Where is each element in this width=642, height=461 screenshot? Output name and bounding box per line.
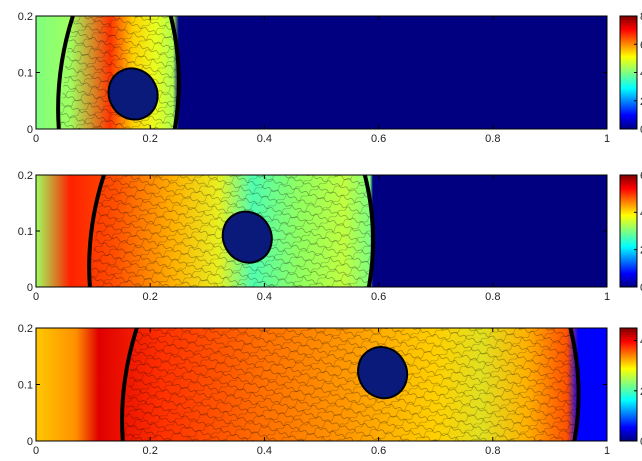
y-tick-label: 0 (27, 282, 33, 294)
shock-front (362, 175, 376, 287)
x-tick-label: 0 (33, 133, 39, 145)
x-tick-label: 0.6 (371, 133, 386, 145)
shock-front (568, 328, 581, 441)
panel-1: 0 0.2 0.4 0.6 0.8 1 0 0.1 0.2 0 2 4 6 8 (18, 11, 642, 145)
colorbar-tick-label: 8 (640, 11, 642, 23)
colorbar-tick-label: 4 (640, 68, 642, 80)
y-tick-label: 0.2 (18, 11, 33, 23)
colorbar-tick-label: 2 (640, 245, 642, 257)
x-tick-label: 0.4 (257, 445, 272, 457)
reflected-shock (56, 16, 75, 129)
colorbar-tick-label: 4 (640, 336, 642, 348)
panel-3: 0 0.2 0.4 0.6 0.8 1 0 0.1 0.2 0 2 4 (18, 323, 642, 457)
x-tick-label: 0.6 (371, 445, 386, 457)
x-tick-label: 0.2 (143, 133, 158, 145)
colorbar-tick-label: 0 (640, 282, 642, 294)
y-tick-label: 0.1 (18, 68, 33, 80)
x-tick-label: 0 (33, 291, 39, 303)
x-tick-label: 0.2 (143, 291, 158, 303)
x-tick-label: 0.8 (485, 133, 500, 145)
plot-area (36, 16, 607, 129)
colorbar: 0 2 4 (619, 327, 642, 448)
colorbar-tick-label: 4 (640, 207, 642, 219)
x-tick-label: 0.6 (371, 291, 386, 303)
y-tick-label: 0.1 (18, 226, 33, 238)
y-tick-label: 0.1 (18, 380, 33, 392)
colorbar-tick-label: 6 (640, 39, 642, 51)
colorbar-tick-label: 2 (640, 386, 642, 398)
colorbar: 0 2 4 6 8 (619, 11, 642, 136)
colorbar-tick-label: 0 (640, 436, 642, 448)
x-tick-label: 1 (604, 445, 610, 457)
obstacle (357, 346, 409, 400)
colorbar-tick-label: 2 (640, 96, 642, 108)
colorbar-tick-label: 0 (640, 124, 642, 136)
panel-2: 0 0.2 0.4 0.6 0.8 1 0 0.1 0.2 0 2 4 6 (18, 170, 642, 303)
shock-front (168, 16, 181, 129)
obstacle (107, 67, 159, 121)
plot-area (36, 175, 607, 287)
y-tick-label: 0.2 (18, 170, 33, 182)
x-tick-label: 0.2 (143, 445, 158, 457)
x-tick-label: 0.8 (485, 291, 500, 303)
panels: 0 0.2 0.4 0.6 0.8 1 0 0.1 0.2 0 2 4 6 8 0 0.2 0.4 0.6 0.8 1… (18, 11, 642, 457)
x-tick-label: 0.4 (257, 133, 272, 145)
x-tick-label: 1 (604, 291, 610, 303)
x-tick-label: 1 (604, 133, 610, 145)
y-tick-label: 0 (27, 436, 33, 448)
y-tick-label: 0.2 (18, 323, 33, 335)
reflected-shock (87, 175, 106, 287)
colorbar-gradient (619, 174, 638, 288)
x-tick-label: 0.8 (485, 445, 500, 457)
y-tick-label: 0 (27, 124, 33, 136)
obstacle (221, 210, 273, 264)
colorbar: 0 2 4 6 (619, 170, 642, 294)
colorbar-tick-label: 6 (640, 170, 642, 182)
reflected-shock (120, 328, 139, 441)
colorbar-gradient (619, 327, 638, 442)
x-tick-label: 0.4 (257, 291, 272, 303)
plot-area (36, 328, 607, 441)
x-tick-label: 0 (33, 445, 39, 457)
contour-lines-secondary (122, 328, 579, 441)
